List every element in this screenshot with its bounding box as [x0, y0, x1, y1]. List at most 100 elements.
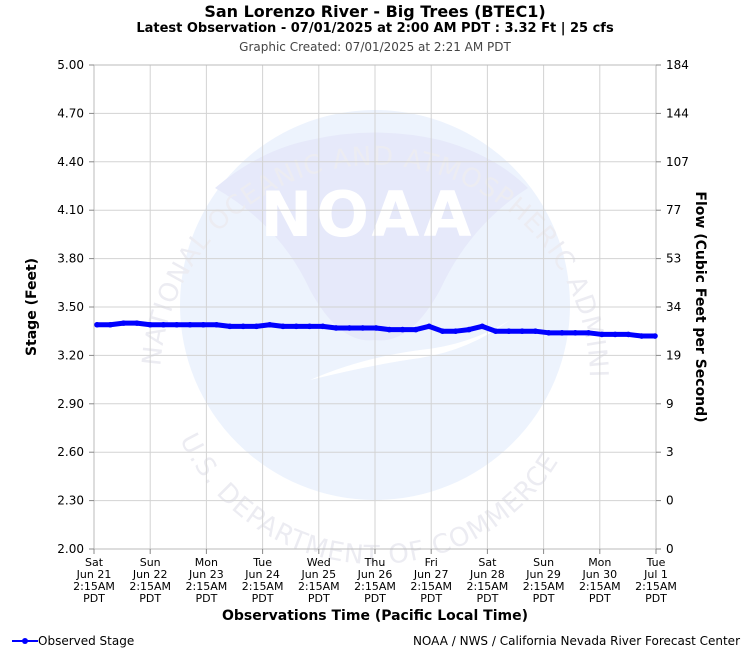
data-point: [107, 321, 114, 328]
data-point: [120, 320, 127, 326]
x-tick-label-line: PDT: [252, 592, 274, 605]
x-tick-label-line: Jun 22: [132, 568, 168, 581]
y-right-tick-label: 184: [666, 58, 689, 72]
latest-observation: Latest Observation - 07/01/2025 at 2:00 …: [136, 21, 614, 36]
data-point: [638, 333, 645, 339]
credit: NOAA / NWS / California Nevada River For…: [412, 634, 740, 648]
legend: Observed Stage: [12, 634, 134, 648]
x-tick-label-line: PDT: [420, 592, 442, 605]
x-tick-label-line: 2:15AM: [579, 580, 621, 593]
data-point: [240, 323, 246, 330]
x-tick-label-line: Jun 21: [76, 568, 112, 581]
x-tick-label-line: Mon: [195, 556, 218, 569]
x-tick-label: Tue Jul 1 2:15AM PDT: [635, 556, 677, 605]
noaa-watermark: NOAA NATIONAL OCEANIC AND ATMOSPHERIC AD…: [0, 0, 612, 571]
x-tick-label-line: Jun 26: [357, 568, 393, 581]
data-point: [439, 328, 446, 335]
x-tick-label-line: 2:15AM: [186, 580, 228, 593]
y-axis-right-label: Flow (Cubic Feet per Second): [692, 191, 708, 422]
x-tick-label-line: PDT: [533, 592, 555, 605]
x-tick-label-line: 2:15AM: [242, 580, 284, 593]
x-tick-label-line: PDT: [589, 592, 611, 605]
data-point: [134, 320, 140, 326]
y-right-tick-label: 53: [666, 252, 681, 266]
watermark-logo: NOAA: [261, 178, 476, 251]
y-tick-label: 3.20: [57, 348, 84, 362]
data-point: [506, 328, 512, 335]
data-point: [346, 325, 353, 331]
data-point: [213, 321, 220, 328]
x-tick-label: Mon Jun 30 2:15AM PDT: [579, 556, 621, 605]
y-axis-left: 5.00 4.70 4.40 4.10 3.80 3.50 3.20 2.90 2.60 2.30…: [57, 58, 94, 556]
watermark-wave: [215, 132, 528, 341]
data-point: [320, 323, 326, 330]
x-tick-label-line: Sun: [140, 556, 161, 569]
data-point: [280, 323, 286, 330]
x-tick-label-line: Sun: [533, 556, 554, 569]
x-tick-label-line: PDT: [195, 592, 217, 605]
data-point: [386, 326, 393, 333]
x-tick-label-line: Fri: [425, 556, 438, 569]
y-tick-label: 4.40: [57, 155, 84, 169]
data-point: [266, 321, 273, 328]
y-tick-label: 5.00: [57, 58, 84, 72]
y-tick-label: 2.90: [57, 397, 84, 411]
y-right-tick-label: 107: [666, 155, 689, 169]
x-tick-label-line: Jun 24: [244, 568, 280, 581]
y-tick-label: 3.50: [57, 300, 84, 314]
data-point: [147, 321, 153, 328]
data-point: [359, 325, 366, 331]
y-right-tick-label: 144: [666, 106, 689, 120]
data-point: [413, 326, 419, 333]
x-tick-label-line: 2:15AM: [73, 580, 115, 593]
y-axis-label: Stage (Feet): [24, 258, 40, 356]
data-point: [466, 326, 472, 333]
x-tick-label-line: Wed: [307, 556, 331, 569]
data-point: [599, 331, 605, 338]
data-point: [612, 331, 618, 338]
data-point: [519, 328, 525, 335]
x-tick-label-line: Jun 28: [469, 568, 505, 581]
grid: [93, 64, 657, 550]
graphic-created: Graphic Created: 07/01/2025 at 2:21 AM P…: [239, 40, 511, 54]
data-point: [227, 323, 233, 330]
x-tick-label: Sun Jun 22 2:15AM PDT: [129, 556, 171, 605]
x-tick-label-line: 2:15AM: [635, 580, 677, 593]
x-tick-label-line: Sat: [85, 556, 104, 569]
x-tick-label-line: Jun 29: [525, 568, 561, 581]
y-tick-label: 2.60: [57, 445, 84, 459]
data-point: [652, 333, 658, 339]
x-tick-label-line: Jun 23: [188, 568, 224, 581]
x-tick-label-line: Thu: [364, 556, 386, 569]
x-tick-label-line: Jun 30: [581, 568, 617, 581]
y-right-tick-label: 77: [666, 203, 681, 217]
y-tick-label: 4.70: [57, 106, 84, 120]
data-point: [94, 321, 100, 328]
legend-line-icon: [12, 638, 38, 644]
y-right-tick-label: 0: [666, 542, 674, 556]
x-axis-label: Observations Time (Pacific Local Time): [222, 608, 528, 624]
x-tick-label-line: Jun 25: [300, 568, 336, 581]
chart-title: San Lorenzo River - Big Trees (BTEC1): [204, 2, 546, 21]
data-point: [625, 331, 632, 338]
data-point: [160, 321, 167, 328]
data-point: [373, 325, 379, 331]
data-point: [559, 330, 565, 336]
x-tick-label-line: 2:15AM: [410, 580, 452, 593]
data-point: [452, 328, 459, 335]
x-tick-label: Sat Jun 28 2:15AM PDT: [467, 556, 509, 605]
x-tick-label-line: Tue: [252, 556, 272, 569]
x-tick-label: Fri Jun 27 2:15AM PDT: [410, 556, 452, 605]
data-point: [572, 330, 579, 336]
y-tick-label: 2.30: [57, 494, 84, 508]
data-point: [173, 321, 180, 328]
data-point: [479, 323, 486, 330]
data-point: [293, 323, 300, 330]
data-point: [333, 325, 339, 331]
series-layer: [94, 320, 658, 339]
x-tick-label: Mon Jun 23 2:15AM PDT: [186, 556, 228, 605]
data-point: [426, 323, 432, 330]
y-right-tick-label: 9: [666, 397, 674, 411]
x-tick-label-line: 2:15AM: [298, 580, 340, 593]
x-tick-label-line: PDT: [364, 592, 386, 605]
